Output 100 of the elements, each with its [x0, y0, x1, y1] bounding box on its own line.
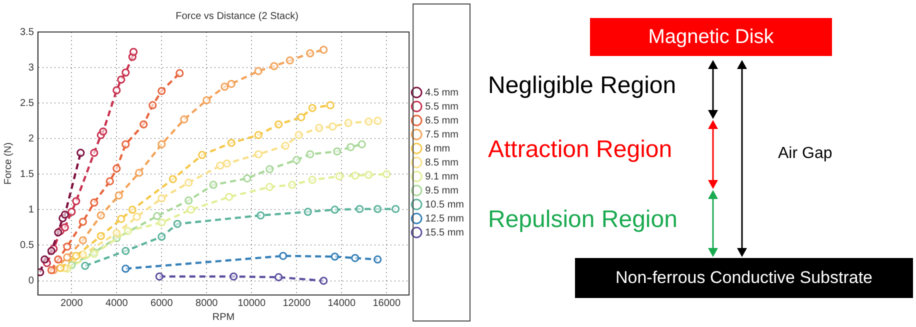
x-tick-label: 6000	[150, 298, 174, 309]
point	[308, 104, 316, 112]
point	[266, 165, 274, 174]
point	[168, 175, 177, 184]
y-tick-label: 2.5	[20, 98, 34, 109]
point	[320, 276, 328, 285]
y-tick-label: 1	[28, 204, 34, 216]
text: Air Gap	[778, 145, 832, 163]
point	[254, 67, 262, 76]
point	[140, 120, 148, 128]
point	[122, 246, 130, 255]
x-tick-label: 10000	[238, 298, 266, 309]
point	[60, 210, 69, 219]
point	[209, 180, 218, 189]
point	[184, 178, 193, 187]
point	[63, 242, 72, 251]
point	[320, 46, 328, 54]
x-tick-label: 12000	[282, 298, 311, 309]
legend-label: 10.5 mm	[425, 199, 464, 210]
point	[335, 172, 344, 180]
legend-label: 15.5 mm	[425, 227, 464, 238]
point	[78, 218, 87, 226]
point	[135, 168, 144, 177]
point	[358, 140, 366, 148]
point	[124, 226, 132, 236]
point	[106, 177, 114, 186]
point	[328, 122, 337, 131]
legend-label: 9.1 mm	[425, 171, 458, 182]
point	[122, 68, 130, 77]
point	[292, 156, 301, 164]
text: Attraction Region	[488, 136, 672, 164]
point	[220, 82, 229, 91]
point	[227, 138, 236, 147]
point	[122, 140, 130, 148]
point	[54, 255, 62, 264]
point	[227, 80, 236, 88]
point	[254, 131, 262, 140]
text: Repulsion Region	[488, 206, 678, 234]
point	[274, 273, 283, 282]
point	[382, 170, 391, 178]
point	[294, 131, 303, 140]
point	[38, 268, 44, 276]
point	[90, 148, 98, 157]
point	[114, 191, 123, 200]
y-tick-label: 0	[28, 276, 34, 287]
point	[315, 124, 324, 132]
legend-label: 4.5 mm	[425, 87, 458, 98]
point	[117, 214, 126, 223]
point	[304, 208, 312, 216]
legend-label: 8 mm	[425, 143, 450, 154]
point	[344, 118, 352, 128]
y-tick-label: 3.5	[20, 26, 34, 38]
legend-label: 8.5 mm	[425, 157, 458, 168]
point	[184, 196, 193, 205]
x-tick-label: 8000	[196, 298, 218, 309]
point	[128, 206, 136, 214]
point	[117, 76, 126, 84]
point	[112, 229, 121, 238]
point	[158, 232, 166, 241]
chart-title: Force vs Distance (2 Stack)	[176, 10, 298, 22]
point	[112, 164, 121, 173]
point	[266, 182, 274, 192]
legend-label: 6.5 mm	[425, 115, 458, 126]
point	[279, 252, 288, 260]
point	[351, 254, 360, 262]
point	[76, 148, 85, 157]
point	[158, 218, 166, 227]
point	[374, 204, 382, 214]
point	[374, 255, 382, 264]
text: Negligible Region	[488, 72, 676, 100]
point	[158, 140, 166, 148]
point	[132, 212, 141, 221]
point	[297, 113, 306, 122]
point	[72, 197, 80, 206]
point	[330, 206, 339, 214]
point	[81, 262, 90, 270]
point	[186, 206, 195, 214]
point	[330, 252, 339, 261]
point	[153, 212, 162, 220]
point	[281, 142, 290, 150]
point	[78, 236, 87, 244]
legend-label: 5.5 mm	[425, 101, 458, 112]
point	[346, 143, 355, 152]
point	[60, 223, 69, 232]
point	[270, 62, 278, 70]
point	[374, 116, 382, 125]
point	[176, 69, 184, 78]
y-tick-label: 3	[28, 62, 34, 74]
point	[356, 204, 364, 214]
point	[129, 48, 138, 56]
point	[230, 272, 238, 281]
point	[306, 49, 314, 58]
x-tick-label: 4000	[106, 298, 128, 309]
point	[99, 127, 108, 136]
point	[216, 162, 224, 170]
point	[63, 253, 72, 262]
point	[198, 150, 206, 160]
point	[286, 56, 294, 64]
point	[90, 198, 98, 207]
point	[180, 115, 188, 124]
